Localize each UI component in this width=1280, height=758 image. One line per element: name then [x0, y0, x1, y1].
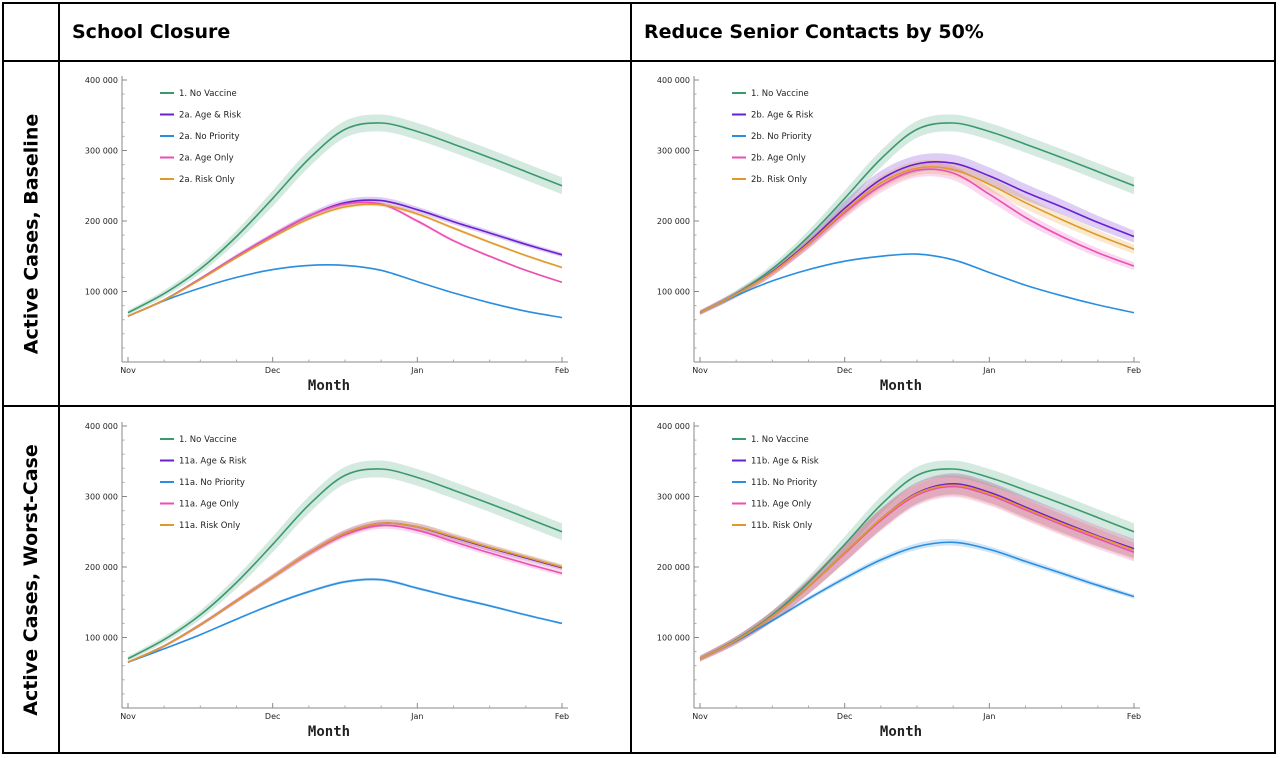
row-header-baseline-label: Active Cases, Baseline [20, 113, 42, 354]
legend-label-2a-no-priority: 2a. No Priority [179, 132, 240, 142]
band-11a-age-risk [128, 519, 562, 664]
x-tick-label: Nov [692, 712, 708, 721]
x-axis-label: Month [880, 724, 922, 740]
legend-label-1-no-vaccine: 1. No Vaccine [179, 89, 237, 99]
band-1-no-vaccine [128, 460, 562, 661]
series-line-11b-risk-only [699, 484, 1135, 660]
legend-label-11b-age-risk: 11b. Age & Risk [751, 457, 819, 467]
series-line-2a-risk-only [127, 203, 563, 317]
x-axis-label: Month [880, 378, 922, 394]
legend-label-2a-risk-only: 2a. Risk Only [179, 175, 235, 185]
legend-label-2a-age-only: 2a. Age Only [179, 154, 234, 164]
band-11b-no-priority [700, 538, 1134, 660]
y-tick-label: 400 000 [657, 76, 690, 85]
legend-label-2b-age-only: 2b. Age Only [751, 154, 806, 164]
chart-cell-4 [630, 405, 1276, 754]
series-line-1-no-vaccine [127, 122, 563, 314]
series-line-1-no-vaccine [699, 122, 1135, 314]
y-tick-label: 200 000 [85, 217, 118, 226]
x-tick-label: Dec [837, 366, 852, 375]
x-axis-label: Month [308, 378, 350, 394]
x-tick-label: Feb [1127, 366, 1141, 375]
column-header-school-closure: School Closure [58, 2, 632, 62]
legend-label-2b-age-risk: 2b. Age & Risk [751, 111, 813, 121]
x-tick-label: Feb [555, 712, 569, 721]
chart-baseline-school-closure: 100 000 200 000 300 000 400 000 Nov Dec Jan Feb… [85, 76, 569, 394]
y-tick-label: 200 000 [657, 563, 690, 572]
y-tick-label: 200 000 [657, 217, 690, 226]
series-line-1-no-vaccine [699, 468, 1135, 660]
series-line-1-no-vaccine [127, 468, 563, 660]
legend-label-11b-risk-only: 11b. Risk Only [751, 521, 812, 531]
series-line-2a-no-priority [127, 264, 563, 319]
series-line-2b-risk-only [699, 166, 1135, 314]
series-line-11a-age-only [127, 524, 563, 663]
legend-label-11a-age-risk: 11a. Age & Risk [179, 457, 247, 467]
x-tick-label: Dec [265, 366, 280, 375]
y-tick-label: 100 000 [85, 288, 118, 297]
y-tick-label: 300 000 [657, 147, 690, 156]
legend-label-1-no-vaccine: 1. No Vaccine [751, 89, 809, 99]
legend-label-11a-no-priority: 11a. No Priority [179, 478, 245, 488]
x-tick-label: Jan [982, 366, 995, 375]
x-tick-label: Nov [120, 712, 136, 721]
legend-label-1-no-vaccine: 1. No Vaccine [179, 435, 237, 445]
x-tick-label: Dec [837, 712, 852, 721]
series-line-2b-no-priority [699, 253, 1135, 314]
legend-label-2b-risk-only: 2b. Risk Only [751, 175, 807, 185]
band-2b-age-risk [700, 153, 1134, 315]
chart-baseline-reduce-senior-contacts: 100 000 200 000 300 000 400 000 Nov Dec Jan Feb… [657, 76, 1141, 394]
y-tick-label: 100 000 [657, 634, 690, 643]
x-axis-label: Month [308, 724, 350, 740]
y-tick-label: 400 000 [85, 76, 118, 85]
series-line-2a-age-only [127, 201, 563, 317]
band-11a-risk-only [128, 519, 562, 664]
y-tick-label: 300 000 [85, 493, 118, 502]
y-tick-label: 300 000 [657, 493, 690, 502]
band-1-no-vaccine [128, 114, 562, 315]
x-tick-label: Feb [555, 366, 569, 375]
band-11a-age-only [128, 521, 562, 664]
x-tick-label: Feb [1127, 712, 1141, 721]
series-line-11a-no-priority [127, 578, 563, 663]
y-tick-label: 300 000 [85, 147, 118, 156]
corner-cell [2, 2, 60, 62]
legend-label-11b-no-priority: 11b. No Priority [751, 478, 817, 488]
x-tick-label: Jan [410, 712, 423, 721]
legend-label-2b-no-priority: 2b. No Priority [751, 132, 812, 142]
x-tick-label: Jan [410, 366, 423, 375]
chart-worst-case-school-closure: 100 000 200 000 300 000 400 000 Nov Dec Jan Feb… [85, 422, 569, 740]
legend-label-1-no-vaccine: 1. No Vaccine [751, 435, 809, 445]
y-tick-label: 200 000 [85, 563, 118, 572]
chart-worst-case-reduce-senior-contacts: 100 000 200 000 300 000 400 000 Nov Dec Jan Feb… [657, 422, 1141, 740]
legend-label-11b-age-only: 11b. Age Only [751, 500, 811, 510]
row-header-worst-case: Active Cases, Worst-Case [2, 405, 60, 754]
y-tick-label: 400 000 [85, 422, 118, 431]
row-header-worst-case-label: Active Cases, Worst-Case [20, 443, 42, 716]
x-tick-label: Jan [982, 712, 995, 721]
x-tick-label: Nov [120, 366, 136, 375]
series-line-11a-age-risk [127, 522, 563, 663]
legend-label-11a-risk-only: 11a. Risk Only [179, 521, 240, 531]
legend-label-11a-age-only: 11a. Age Only [179, 500, 239, 510]
y-tick-label: 400 000 [657, 422, 690, 431]
band-2b-risk-only [700, 159, 1134, 315]
legend-label-2a-age-risk: 2a. Age & Risk [179, 111, 241, 121]
series-line-11a-risk-only [127, 522, 563, 663]
column-header-reduce-senior-contacts: Reduce Senior Contacts by 50% [630, 2, 1276, 62]
series-line-11b-no-priority [699, 541, 1135, 660]
y-tick-label: 100 000 [85, 634, 118, 643]
x-tick-label: Dec [265, 712, 280, 721]
y-tick-label: 100 000 [657, 288, 690, 297]
band-2a-age-risk [128, 196, 562, 318]
row-header-baseline: Active Cases, Baseline [2, 60, 60, 407]
x-tick-label: Nov [692, 366, 708, 375]
